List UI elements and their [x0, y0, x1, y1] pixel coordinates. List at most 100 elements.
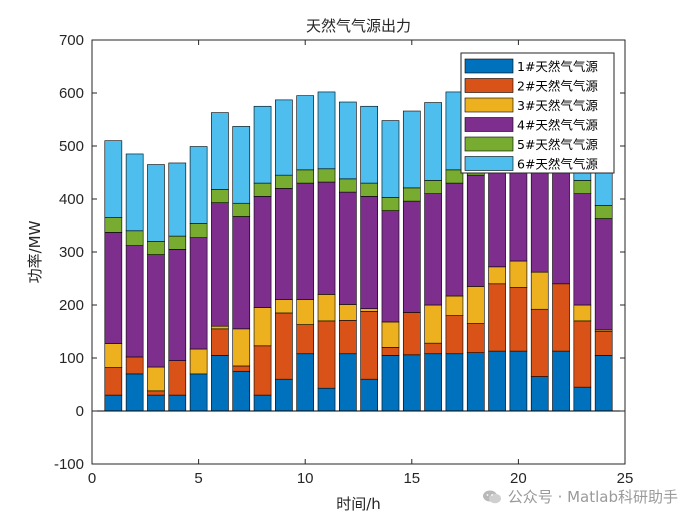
- bar-series6-hour4: [168, 162, 187, 237]
- x-tick-label: 20: [510, 470, 527, 487]
- bar-series6-hour7: [232, 126, 251, 204]
- bar-series2-hour20: [509, 287, 528, 352]
- bar-series3-hour18: [466, 286, 485, 324]
- y-tick-label: 600: [59, 85, 84, 102]
- y-axis-label: 功率/MW: [26, 220, 44, 283]
- bar-series2-hour3: [147, 390, 165, 396]
- bar-series2-hour2: [125, 356, 144, 375]
- bar-series6-hour5: [189, 146, 208, 224]
- bar-series4-hour4: [168, 249, 187, 361]
- x-tick-label: 0: [88, 470, 96, 487]
- bar-series2-hour12: [339, 320, 357, 355]
- x-tick-label: 25: [617, 470, 634, 487]
- bar-series6-hour9: [275, 99, 293, 176]
- bar-series2-hour14: [381, 347, 400, 356]
- bar-series2-hour9: [275, 312, 293, 380]
- bar-series5-hour8: [253, 182, 272, 197]
- watermark: 公众号 · Matlab科研助手: [482, 486, 678, 507]
- legend-label-6: 6#天然气气源: [517, 157, 598, 172]
- bar-series3-hour23: [573, 304, 592, 322]
- bar-series2-hour6: [211, 328, 229, 356]
- bar-series5-hour14: [381, 197, 400, 211]
- bar-series6-hour16: [424, 102, 442, 181]
- bar-series1-hour18: [466, 352, 485, 412]
- bar-series2-hour15: [402, 312, 421, 356]
- bar-series1-hour22: [552, 350, 570, 412]
- bar-series5-hour12: [339, 178, 357, 193]
- bar-series6-hour12: [339, 101, 357, 180]
- bar-series4-hour14: [381, 210, 400, 323]
- wechat-icon: [482, 490, 501, 503]
- legend-swatch-1: [464, 58, 514, 74]
- bar-series2-hour11: [317, 320, 336, 389]
- legend-label-2: 2#天然气气源: [517, 79, 598, 94]
- legend-swatch-2: [464, 78, 514, 93]
- bar-series4-hour7: [232, 216, 251, 330]
- bar-series5-hour7: [232, 202, 251, 217]
- bar-series2-hour10: [296, 324, 315, 355]
- bar-series1-hour24: [594, 355, 613, 412]
- bar-series5-hour9: [275, 174, 293, 189]
- bar-series5-hour23: [573, 180, 592, 194]
- bar-series3-hour21: [530, 271, 549, 310]
- bar-series3-hour8: [253, 307, 272, 347]
- bar-series1-hour17: [445, 353, 464, 412]
- bar-series1-hour10: [296, 353, 315, 412]
- bar-series1-hour6: [211, 355, 229, 412]
- legend-label-3: 3#天然气气源: [517, 98, 598, 113]
- bar-series6-hour13: [360, 105, 378, 184]
- bar-series5-hour6: [211, 189, 229, 204]
- bar-series1-hour7: [232, 370, 251, 412]
- legend-label-4: 4#天然气气源: [517, 118, 598, 133]
- bar-series3-hour16: [424, 304, 442, 344]
- bar-series2-hour22: [552, 283, 570, 352]
- bar-series6-hour15: [402, 110, 421, 189]
- x-tick-label: 10: [297, 470, 314, 487]
- legend-label-1: 1#天然气气源: [517, 59, 598, 74]
- bar-series4-hour23: [573, 193, 592, 306]
- x-tick-label: 5: [194, 470, 202, 487]
- bar-series2-hour4: [168, 360, 187, 396]
- bar-series3-hour7: [232, 328, 251, 367]
- bar-series3-hour11: [317, 294, 336, 322]
- bar-series1-hour1: [104, 394, 123, 412]
- bar-series5-hour1: [104, 217, 123, 233]
- bar-series1-hour13: [360, 378, 378, 412]
- y-tick-label: 400: [59, 191, 84, 208]
- bar-series1-hour8: [253, 394, 272, 412]
- bar-series4-hour21: [530, 160, 549, 273]
- bar-series4-hour2: [125, 245, 144, 358]
- bar-series5-hour13: [360, 182, 378, 197]
- bar-series3-hour6: [211, 325, 229, 330]
- y-tick-label: 0: [76, 403, 84, 420]
- bar-series6-hour2: [125, 153, 144, 232]
- bar-series6-hour8: [253, 105, 272, 184]
- bar-series6-hour14: [381, 120, 400, 198]
- y-tick-label: 300: [59, 244, 84, 261]
- legend-swatch-4: [464, 117, 514, 132]
- bar-series1-hour2: [125, 373, 144, 412]
- bar-series1-hour4: [168, 394, 187, 412]
- bar-series2-hour1: [104, 367, 123, 396]
- y-tick-label: 200: [59, 297, 84, 314]
- bar-series3-hour13: [360, 308, 378, 312]
- bar-series1-hour15: [402, 354, 421, 412]
- bar-series1-hour11: [317, 387, 336, 412]
- bar-series6-hour6: [211, 112, 229, 190]
- bar-series5-hour17: [445, 169, 464, 184]
- bar-series5-hour11: [317, 168, 336, 183]
- watermark-text: 公众号 · Matlab科研助手: [507, 488, 678, 506]
- bar-series5-hour3: [147, 241, 165, 255]
- bar-series5-hour15: [402, 187, 421, 202]
- bar-series4-hour10: [296, 182, 315, 301]
- bar-series4-hour12: [339, 191, 357, 305]
- bar-series3-hour3: [147, 366, 165, 392]
- bar-series6-hour10: [296, 95, 315, 171]
- x-tick-label: 15: [403, 470, 420, 487]
- bar-series2-hour7: [232, 365, 251, 372]
- legend-swatch-5: [464, 136, 514, 152]
- bar-series2-hour13: [360, 311, 378, 380]
- bar-series3-hour17: [445, 295, 464, 316]
- bar-series2-hour21: [530, 308, 549, 377]
- bar-series6-hour3: [147, 164, 165, 242]
